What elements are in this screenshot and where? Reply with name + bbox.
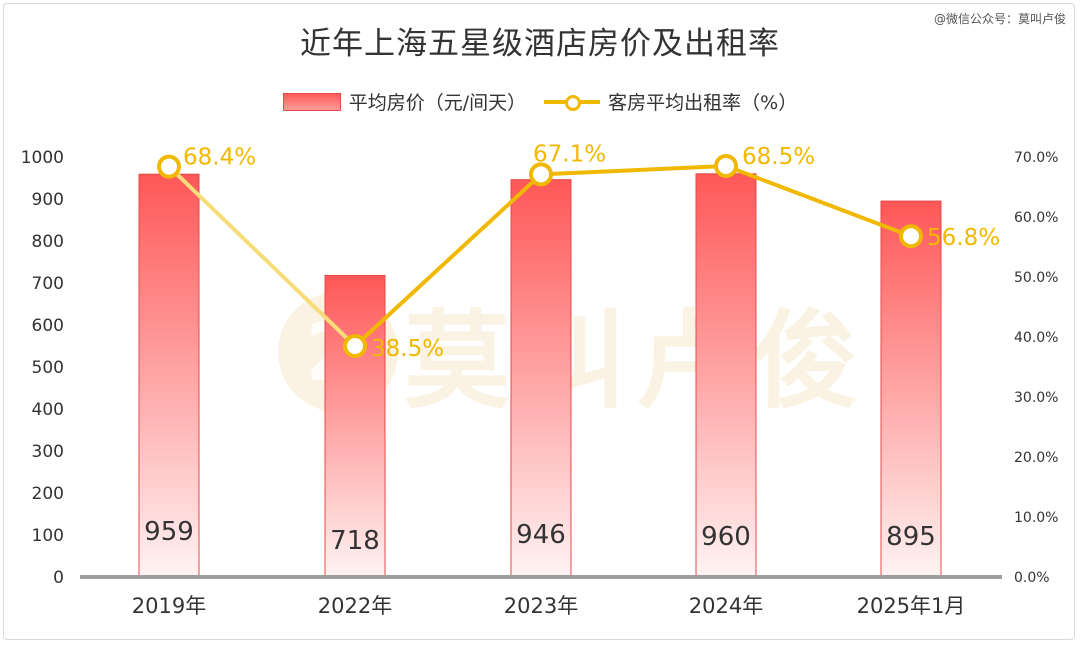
y-left-tick-9: 900 <box>32 190 64 210</box>
y-right-tick-0: 0.0% <box>1014 570 1050 586</box>
bar-value-label-0: 959 <box>144 517 194 547</box>
line-segment-0 <box>167 164 357 348</box>
line-value-label-2: 67.1% <box>533 141 606 167</box>
bar-value-label-2: 946 <box>516 520 566 550</box>
x-tick-label-2: 2023年 <box>504 594 578 618</box>
line-value-label-0: 68.4% <box>183 145 256 171</box>
y-left-tick-2: 200 <box>32 484 64 504</box>
x-tick-label-4: 2025年1月 <box>857 594 966 618</box>
y-right-tick-5: 50.0% <box>1014 270 1058 286</box>
line-point-1 <box>343 334 367 358</box>
legend-label-occupancy: 客房平均出租率（%） <box>608 92 798 114</box>
y-right-tick-7: 70.0% <box>1014 150 1058 166</box>
y-right-tick-1: 10.0% <box>1014 510 1058 526</box>
bar-value-label-4: 895 <box>886 522 936 552</box>
legend-bar-swatch <box>282 92 341 111</box>
bar-value-label-3: 960 <box>701 522 751 552</box>
bar-2 <box>510 179 572 578</box>
y-right-tick-2: 20.0% <box>1014 450 1058 466</box>
y-left-tick-6: 600 <box>32 316 64 336</box>
line-segment-1 <box>353 172 543 348</box>
y-left-tick-7: 700 <box>32 274 64 294</box>
y-left-tick-8: 800 <box>32 232 64 252</box>
x-tick-label-3: 2024年 <box>689 594 763 618</box>
line-segment-2 <box>539 164 728 177</box>
watermark-text: 莫叫卢俊 <box>404 300 868 423</box>
y-left-tick-10: 1000 <box>21 148 64 168</box>
y-right-tick-4: 40.0% <box>1014 330 1058 346</box>
line-value-label-4: 56.8% <box>927 225 1000 251</box>
y-left-tick-1: 100 <box>32 526 64 546</box>
legend-item-price: 平均房价（元/间天） <box>282 88 527 115</box>
chart-title: 近年上海五星级酒店房价及出租率 <box>300 26 780 62</box>
bar-value-label-1: 718 <box>330 526 380 556</box>
y-left-tick-5: 500 <box>32 358 64 378</box>
legend: 平均房价（元/间天） 客房平均出租率（%） <box>0 88 1080 115</box>
y-left-tick-0: 0 <box>53 568 64 588</box>
line-value-label-1: 38.5% <box>371 336 444 362</box>
source-credit: @微信公众号：莫叫卢俊 <box>933 12 1066 26</box>
line-value-label-3: 68.5% <box>742 144 815 170</box>
line-point-2 <box>529 162 553 187</box>
y-right-tick-3: 30.0% <box>1014 390 1058 406</box>
bar-4 <box>880 200 942 578</box>
x-tick-label-0: 2019年 <box>132 594 206 618</box>
y-left-tick-3: 300 <box>32 442 64 462</box>
x-tick-label-1: 2022年 <box>318 594 392 618</box>
legend-item-occupancy: 客房平均出租率（%） <box>544 88 797 115</box>
y-left-tick-4: 400 <box>32 400 64 420</box>
bar-3 <box>695 173 757 578</box>
line-point-3 <box>714 154 738 178</box>
chart-frame <box>3 3 1075 640</box>
line-point-0 <box>157 154 181 179</box>
y-right-tick-6: 60.0% <box>1014 210 1058 226</box>
legend-line-swatch <box>544 94 601 111</box>
line-segment-3 <box>724 164 913 239</box>
legend-label-price: 平均房价（元/间天） <box>348 92 527 114</box>
line-point-4 <box>899 224 923 249</box>
